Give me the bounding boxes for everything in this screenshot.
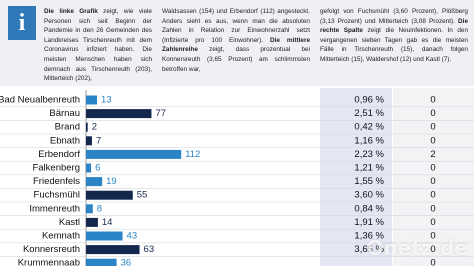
percent-label: 1,21 %	[354, 163, 384, 174]
text: zeigt die Neuinfektionen. In den vergang…	[320, 27, 469, 63]
bar	[86, 109, 152, 119]
bar-label: 112	[185, 149, 200, 160]
intro-column: gefolgt von Fuchsmühl (3,60 Prozent), Pl…	[320, 7, 468, 65]
new-infections: 0	[430, 122, 435, 133]
text: zeigt, dass prozentual bei Konnersreuth …	[162, 46, 310, 73]
percent-label: 2,23 %	[354, 149, 384, 160]
percent-label: 1,55 %	[354, 176, 384, 187]
bar	[86, 149, 182, 159]
category-label: Erbendorf	[38, 149, 80, 160]
percent-label: 1,16 %	[354, 135, 384, 146]
new-column	[393, 88, 474, 266]
percent-label: 1,91 %	[354, 217, 384, 228]
percent-column	[320, 88, 392, 266]
bar-label: 36	[121, 258, 132, 266]
new-infections: 2	[430, 149, 435, 160]
category-label: Kastl	[59, 217, 80, 228]
new-infections: 0	[430, 203, 435, 214]
percent-label: 3,65 %	[354, 244, 384, 255]
bar-label: 43	[127, 231, 138, 242]
new-infections: 0	[430, 231, 435, 242]
bar	[86, 258, 117, 266]
new-infections: 0	[430, 244, 435, 255]
category-label: Falkenberg	[32, 163, 80, 174]
text: gefolgt von Fuchsmühl (3,60 Prozent), Pl…	[320, 8, 468, 25]
new-infections: 0	[430, 258, 435, 266]
new-infections: 0	[430, 108, 435, 119]
category-label: Ebnath	[50, 135, 80, 146]
bar	[86, 95, 98, 105]
text: zeigt, wie viele Personen sich seit Begi…	[44, 8, 152, 83]
text: Waldsassen (154) und Erbendorf (112) ang…	[162, 8, 310, 44]
percent-label: 3,60 %	[354, 190, 384, 201]
bold-text: Die linke Grafik	[44, 8, 98, 15]
intro-column: Waldsassen (154) und Erbendorf (112) ang…	[162, 7, 310, 74]
bar-label: 77	[155, 108, 166, 119]
bar	[86, 217, 98, 227]
percent-label: 0,42 %	[354, 122, 384, 133]
percent-label: 0,96 %	[354, 95, 384, 106]
intro: i Die linke Grafik zeigt, wie viele Pers…	[0, 0, 474, 86]
bar-label: 2	[92, 122, 97, 133]
bar-label: 19	[106, 176, 117, 187]
bar	[86, 204, 93, 214]
info-icon: i	[8, 6, 36, 40]
category-label: Brand	[55, 122, 80, 133]
bar-label: 13	[101, 95, 112, 106]
percent-label: 2,51 %	[354, 108, 384, 119]
watermark: Onetz.de	[366, 236, 468, 260]
new-infections: 0	[430, 135, 435, 146]
category-label: Krummennaab	[18, 258, 80, 266]
bold-text: Die mittlere Zahlenreihe	[162, 36, 310, 54]
new-infections: 0	[430, 95, 435, 106]
percent-label: 1,36 %	[354, 231, 384, 242]
bar-label: 55	[137, 190, 148, 201]
bold-text: Die rechte Spalte	[320, 17, 468, 35]
new-infections: 0	[430, 176, 435, 187]
bar-label: 63	[144, 244, 155, 255]
bar	[86, 231, 123, 241]
intro-column: Die linke Grafik zeigt, wie viele Person…	[44, 7, 152, 84]
bar-label: 8	[97, 203, 102, 214]
bar-label: 6	[95, 163, 100, 174]
category-label: Konnersreuth	[23, 244, 80, 255]
category-label: Bärnau	[49, 108, 80, 119]
category-label: Friedenfels	[33, 176, 80, 187]
bar	[86, 136, 92, 146]
new-infections: 0	[430, 217, 435, 228]
bar-label: 7	[96, 135, 101, 146]
category-label: Fuchsmühl	[34, 190, 80, 201]
bar	[86, 177, 103, 187]
category-label: Bad Neualbenreuth	[0, 95, 80, 106]
bar-label: 14	[102, 217, 113, 228]
bar	[86, 122, 88, 132]
category-label: Kemnath	[42, 231, 80, 242]
new-infections: 0	[430, 163, 435, 174]
percent-label: 0,84 %	[354, 203, 384, 214]
bar	[86, 163, 92, 173]
category-label: Immenreuth	[29, 203, 80, 214]
bar	[86, 190, 133, 200]
new-infections: 0	[430, 190, 435, 201]
bar	[86, 245, 140, 255]
